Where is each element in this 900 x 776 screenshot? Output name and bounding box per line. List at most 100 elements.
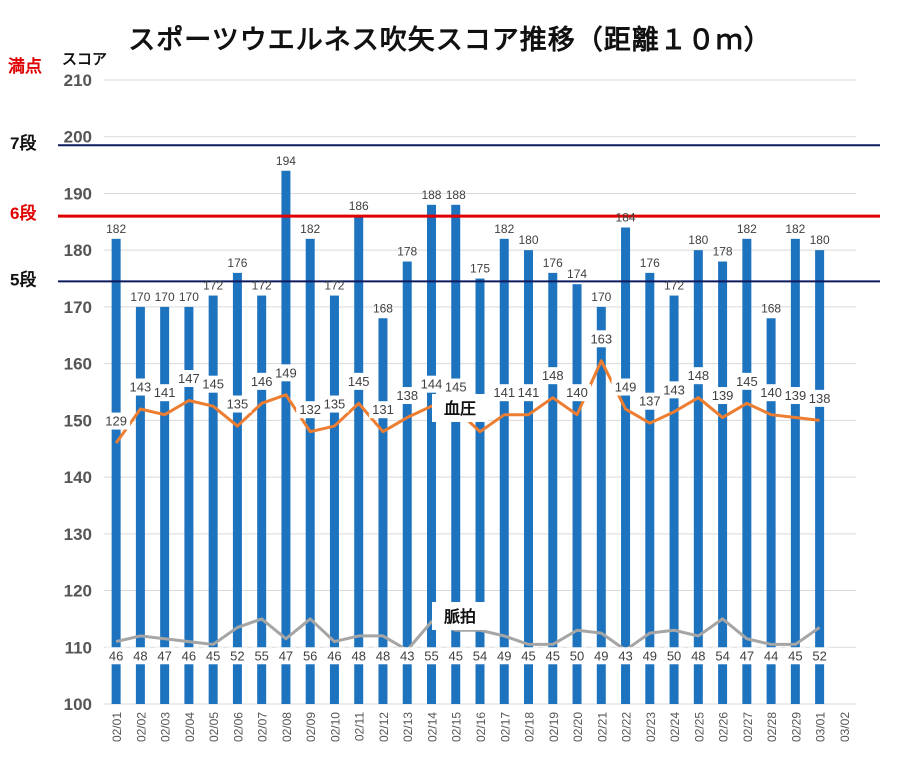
bar-value-label: 186: [349, 199, 369, 213]
pulse-data-label: 45: [206, 648, 220, 663]
x-tick-label: 02/08: [280, 712, 294, 742]
data-label-box: [150, 384, 179, 402]
x-tick-label: 03/02: [838, 712, 852, 742]
data-label-box: [178, 647, 199, 665]
y-tick-label: 200: [64, 128, 92, 147]
data-label-box: [688, 647, 709, 665]
bar: [621, 227, 631, 704]
y-tick-label: 150: [64, 411, 92, 430]
bar: [354, 216, 364, 705]
data-label-box: [542, 647, 563, 665]
data-label-box: [368, 401, 397, 419]
bar: [378, 318, 388, 704]
x-tick-label: 02/15: [450, 712, 464, 742]
bar: [208, 295, 218, 704]
data-label-box: [199, 375, 228, 393]
data-label-box: [174, 370, 203, 388]
bp-data-label: 141: [518, 385, 540, 400]
data-label-box: [664, 647, 685, 665]
x-tick-label: 02/11: [353, 712, 367, 741]
bar-value-label: 178: [397, 245, 417, 259]
pulse-data-label: 48: [351, 648, 365, 663]
bar: [232, 272, 242, 704]
bar: [160, 306, 170, 704]
data-label-box: [251, 647, 272, 665]
x-tick-label: 02/20: [571, 712, 585, 742]
data-label-box: [490, 384, 519, 402]
data-label-box: [445, 647, 466, 665]
data-label-box: [470, 647, 490, 665]
bar-value-label: 168: [373, 301, 393, 315]
bar-value-label: 180: [810, 233, 830, 247]
bar-value-label: 188: [446, 188, 466, 202]
bar: [645, 272, 655, 704]
x-tick-label: 02/29: [789, 712, 803, 742]
data-label-box: [320, 395, 349, 413]
data-label-box: [635, 392, 664, 410]
data-label-box: [417, 375, 446, 393]
pulse-data-label: 55: [254, 648, 268, 663]
bp-data-label: 146: [251, 374, 273, 389]
bar: [548, 272, 558, 704]
bp-data-label: 140: [566, 385, 588, 400]
bar: [475, 278, 485, 704]
x-tick-label: 02/05: [207, 712, 221, 742]
bar-value-label: 175: [470, 262, 490, 276]
y-tick-label: 160: [64, 355, 92, 374]
bar: [329, 295, 339, 704]
bar: [426, 204, 436, 705]
bp-data-label: 147: [178, 371, 200, 386]
bp-data-label: 141: [154, 385, 176, 400]
series-line: [115, 617, 821, 652]
bp-data-label: 145: [445, 380, 467, 395]
pulse-data-label: 47: [157, 648, 171, 663]
data-label-box: [441, 378, 470, 396]
bp-data-label: 138: [809, 391, 831, 406]
bar-value-label: 170: [155, 290, 175, 304]
pulse-data-label: 54: [473, 648, 487, 663]
bar-value-label: 172: [252, 279, 272, 293]
x-tick-label: 02/26: [717, 712, 731, 742]
bar: [257, 295, 267, 704]
bp-data-label: 129: [105, 414, 127, 429]
x-tick-label: 02/21: [595, 712, 609, 742]
data-label-box: [227, 647, 248, 665]
bar-value-label: 176: [640, 256, 660, 270]
y-tick-label: 120: [64, 582, 92, 601]
bp-data-label: 140: [760, 385, 782, 400]
bar: [135, 306, 145, 704]
data-label-box: [102, 412, 131, 430]
data-label-box: [761, 647, 782, 665]
bar-value-label: 194: [276, 154, 296, 168]
bp-data-label: 145: [736, 374, 758, 389]
data-label-box: [785, 647, 806, 665]
data-label-box: [393, 387, 422, 405]
y-tick-label: 190: [64, 184, 92, 203]
bar-value-label: 184: [616, 210, 636, 224]
bp-data-label: 148: [542, 368, 564, 383]
x-tick-label: 02/04: [183, 712, 197, 742]
x-tick-label: 02/27: [741, 712, 755, 742]
pulse-data-label: 48: [691, 648, 705, 663]
bar-value-label: 182: [494, 222, 514, 236]
pulse-data-label: 47: [740, 648, 754, 663]
bar-value-label: 182: [737, 222, 757, 236]
bar: [572, 284, 582, 704]
bp-data-label: 149: [615, 380, 637, 395]
x-tick-label: 02/18: [523, 712, 537, 742]
x-tick-label: 02/24: [668, 712, 682, 742]
data-label-box: [348, 647, 369, 665]
bar: [499, 238, 509, 704]
bar-value-label: 172: [324, 279, 344, 293]
y-axis-title: スコア: [62, 51, 107, 68]
pulse-data-label: 44: [764, 648, 778, 663]
bar: [815, 250, 825, 704]
data-label-box: [639, 647, 660, 665]
data-label-box: [130, 647, 151, 665]
data-label-box: [271, 364, 300, 382]
bar-value-label: 188: [421, 188, 441, 202]
full-score-label: 満点: [8, 56, 42, 76]
bar-value-label: 178: [713, 245, 733, 259]
bp-data-label: 144: [421, 377, 443, 392]
